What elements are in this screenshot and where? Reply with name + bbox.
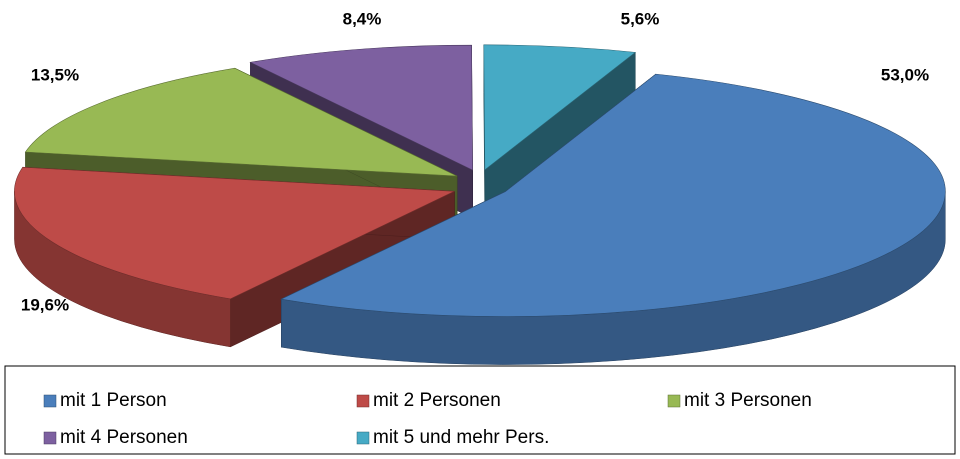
slice-top [24, 67, 458, 177]
slice-top [249, 44, 473, 171]
slice-top [14, 166, 455, 300]
legend-swatch [356, 394, 370, 408]
slice [483, 44, 637, 219]
slice-top [280, 73, 946, 317]
data-label: 53,0% [881, 65, 929, 84]
slice [280, 73, 946, 365]
data-label: 19,6% [21, 295, 69, 314]
legend-swatch [43, 431, 57, 445]
legend-label: mit 1 Person [60, 390, 167, 411]
data-label: 8,4% [343, 9, 382, 28]
legend-box [4, 365, 956, 455]
data-label: 5,6% [621, 9, 660, 28]
slice-top [483, 44, 637, 171]
legend-label: mit 4 Personen [60, 427, 188, 448]
legend-label: mit 2 Personen [373, 390, 501, 411]
data-label: 13,5% [31, 65, 79, 84]
legend-swatch [43, 394, 57, 408]
legend-swatch [356, 431, 370, 445]
legend-label: mit 3 Personen [684, 390, 812, 411]
legend-label: mit 5 und mehr Pers. [373, 427, 549, 448]
legend-swatch [667, 394, 681, 408]
